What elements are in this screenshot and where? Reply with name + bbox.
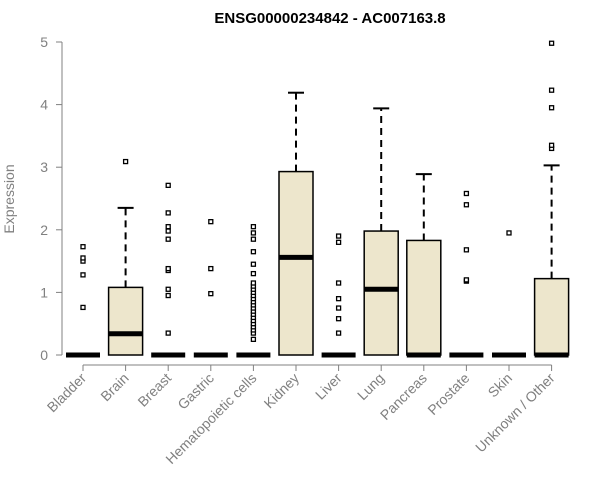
- outlier-point: [335, 330, 342, 336]
- outlier-point: [208, 265, 214, 272]
- outlier-point: [463, 190, 470, 197]
- outlier-point: [463, 247, 470, 253]
- box-group: [533, 40, 570, 358]
- outlier-point: [250, 249, 257, 255]
- outlier-point: [548, 40, 555, 46]
- box: [533, 277, 570, 356]
- outlier-point: [335, 233, 342, 239]
- outlier-point: [80, 304, 86, 311]
- x-tick-label: Prostate: [424, 370, 472, 418]
- outlier-point: [165, 236, 171, 242]
- box-group: [236, 224, 271, 358]
- outlier-point: [165, 265, 171, 272]
- x-tick-label: Unknown / Other: [472, 370, 558, 456]
- x-tick-label: Bladder: [44, 370, 90, 416]
- x-tick-label: Lung: [354, 370, 387, 403]
- outlier-point: [208, 291, 214, 297]
- outlier-point: [80, 255, 86, 261]
- outlier-point: [165, 330, 171, 336]
- outlier-point: [122, 158, 129, 165]
- plot-area: [66, 40, 570, 358]
- box: [406, 239, 442, 356]
- outlier-point: [250, 230, 257, 236]
- outlier-point: [165, 292, 171, 299]
- box-group: [321, 233, 356, 358]
- outlier-point: [250, 236, 257, 242]
- box-group: [66, 244, 100, 358]
- x-tick-label: Skin: [485, 370, 516, 401]
- x-tick-label: Liver: [312, 370, 345, 403]
- outlier-point: [250, 224, 257, 230]
- box-group: [151, 182, 186, 358]
- outlier-point: [463, 202, 470, 208]
- box-group: [193, 219, 228, 358]
- outlier-point: [250, 270, 257, 277]
- x-tick-label: Kidney: [261, 370, 303, 412]
- outlier-point: [250, 280, 257, 286]
- outlier-point: [80, 244, 86, 250]
- outlier-point: [80, 272, 86, 278]
- outlier-point: [506, 230, 512, 236]
- outlier-point: [335, 239, 342, 245]
- chart-title: ENSG00000234842 - AC007163.8: [214, 10, 445, 27]
- y-axis: 0 1 2 3 4 5: [40, 34, 63, 363]
- outlier-point: [165, 210, 171, 216]
- outlier-point: [548, 87, 555, 93]
- outlier-point: [548, 105, 555, 111]
- outlier-point: [463, 277, 470, 283]
- x-tick-label: Breast: [134, 370, 174, 410]
- y-tick-label: 1: [40, 284, 48, 300]
- y-tick-label: 2: [40, 222, 48, 238]
- outlier-point: [335, 280, 342, 286]
- x-tick-label: Pancreas: [377, 370, 430, 423]
- box-group: [449, 190, 484, 358]
- y-tick-label: 0: [40, 347, 48, 363]
- box-group: [406, 173, 442, 358]
- outlier-point: [165, 228, 171, 234]
- outlier-point: [335, 316, 342, 322]
- outlier-point: [250, 261, 257, 267]
- outlier-point: [208, 219, 214, 225]
- box: [107, 286, 144, 356]
- outlier-point: [165, 182, 171, 189]
- y-tick-label: 5: [40, 34, 48, 50]
- box-group: [492, 230, 526, 358]
- box-group: [278, 91, 314, 356]
- outlier-point: [165, 224, 171, 230]
- box: [363, 230, 399, 356]
- outlier-point: [335, 305, 342, 311]
- x-tick-label: Brain: [97, 370, 131, 404]
- outlier-point: [548, 142, 555, 148]
- y-tick-label: 3: [40, 159, 48, 175]
- box-group: [107, 158, 144, 356]
- outlier-point: [335, 296, 342, 302]
- box: [278, 170, 314, 356]
- outlier-point: [250, 336, 257, 343]
- box-group: [363, 107, 399, 356]
- y-tick-label: 4: [40, 97, 48, 113]
- y-axis-label: Expression: [1, 164, 17, 233]
- outlier-point: [165, 286, 171, 292]
- x-tick-label: Gastric: [174, 370, 217, 413]
